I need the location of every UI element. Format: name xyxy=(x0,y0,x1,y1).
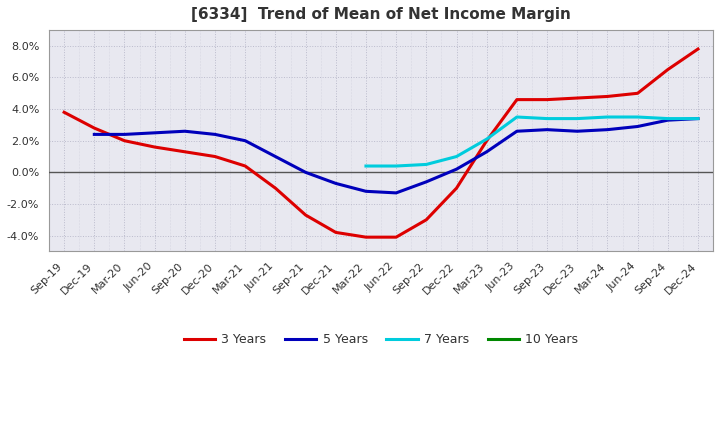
Line: 5 Years: 5 Years xyxy=(94,119,698,193)
7 Years xyxy=(452,154,461,159)
3 Years xyxy=(90,125,99,131)
3 Years xyxy=(120,138,129,143)
5 Years xyxy=(573,128,582,134)
3 Years xyxy=(301,213,310,218)
3 Years xyxy=(543,97,552,102)
7 Years xyxy=(513,114,521,120)
5 Years xyxy=(361,189,370,194)
3 Years xyxy=(150,144,159,150)
7 Years xyxy=(392,163,400,169)
3 Years xyxy=(60,110,68,115)
7 Years xyxy=(543,116,552,121)
5 Years xyxy=(301,170,310,175)
5 Years xyxy=(181,128,189,134)
3 Years xyxy=(271,186,280,191)
3 Years xyxy=(634,91,642,96)
3 Years xyxy=(422,217,431,222)
Legend: 3 Years, 5 Years, 7 Years, 10 Years: 3 Years, 5 Years, 7 Years, 10 Years xyxy=(179,329,583,352)
3 Years xyxy=(452,186,461,191)
7 Years xyxy=(663,116,672,121)
3 Years xyxy=(482,138,491,143)
Line: 3 Years: 3 Years xyxy=(64,49,698,237)
3 Years xyxy=(573,95,582,101)
3 Years xyxy=(513,97,521,102)
5 Years xyxy=(603,127,612,132)
3 Years xyxy=(361,235,370,240)
5 Years xyxy=(663,117,672,123)
3 Years xyxy=(603,94,612,99)
3 Years xyxy=(331,230,340,235)
7 Years xyxy=(422,162,431,167)
3 Years xyxy=(211,154,220,159)
5 Years xyxy=(634,124,642,129)
3 Years xyxy=(392,235,400,240)
5 Years xyxy=(150,130,159,136)
7 Years xyxy=(482,136,491,142)
5 Years xyxy=(543,127,552,132)
5 Years xyxy=(513,128,521,134)
Line: 7 Years: 7 Years xyxy=(366,117,698,166)
5 Years xyxy=(452,166,461,172)
5 Years xyxy=(392,190,400,195)
5 Years xyxy=(271,154,280,159)
5 Years xyxy=(241,138,250,143)
7 Years xyxy=(603,114,612,120)
Title: [6334]  Trend of Mean of Net Income Margin: [6334] Trend of Mean of Net Income Margi… xyxy=(191,7,571,22)
3 Years xyxy=(693,46,702,51)
7 Years xyxy=(634,114,642,120)
5 Years xyxy=(90,132,99,137)
5 Years xyxy=(693,116,702,121)
5 Years xyxy=(120,132,129,137)
5 Years xyxy=(211,132,220,137)
7 Years xyxy=(693,116,702,121)
3 Years xyxy=(241,163,250,169)
3 Years xyxy=(663,67,672,72)
5 Years xyxy=(482,149,491,154)
3 Years xyxy=(181,149,189,154)
7 Years xyxy=(573,116,582,121)
5 Years xyxy=(422,179,431,184)
5 Years xyxy=(331,181,340,186)
7 Years xyxy=(361,163,370,169)
